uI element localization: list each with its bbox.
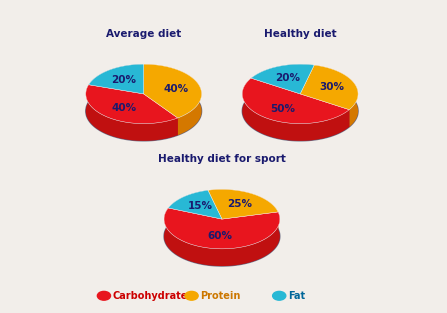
- Polygon shape: [208, 189, 278, 229]
- Polygon shape: [222, 212, 278, 236]
- Text: Carbohydrates: Carbohydrates: [112, 291, 194, 301]
- Polygon shape: [300, 94, 349, 127]
- Polygon shape: [300, 65, 314, 111]
- Ellipse shape: [185, 291, 198, 300]
- Polygon shape: [300, 65, 358, 110]
- Polygon shape: [86, 85, 178, 124]
- Ellipse shape: [97, 291, 110, 300]
- Text: 40%: 40%: [163, 84, 188, 94]
- Polygon shape: [86, 85, 178, 141]
- Text: Fat: Fat: [288, 291, 305, 301]
- Polygon shape: [208, 190, 222, 236]
- Polygon shape: [300, 94, 349, 127]
- Text: 30%: 30%: [319, 82, 344, 92]
- Text: 15%: 15%: [187, 201, 212, 211]
- Polygon shape: [164, 208, 280, 266]
- Polygon shape: [251, 78, 300, 111]
- Polygon shape: [164, 208, 280, 249]
- Text: 50%: 50%: [270, 104, 295, 114]
- Polygon shape: [251, 64, 314, 95]
- Polygon shape: [208, 190, 222, 236]
- Text: 60%: 60%: [207, 231, 232, 241]
- Text: Healthy diet for sport: Healthy diet for sport: [158, 154, 286, 164]
- Polygon shape: [168, 190, 208, 225]
- Polygon shape: [143, 94, 178, 135]
- Text: 25%: 25%: [227, 199, 252, 209]
- Polygon shape: [86, 81, 202, 141]
- Polygon shape: [143, 64, 202, 135]
- Text: 40%: 40%: [111, 103, 136, 113]
- Polygon shape: [89, 64, 143, 94]
- Polygon shape: [168, 208, 222, 236]
- Polygon shape: [208, 189, 278, 219]
- Polygon shape: [242, 81, 358, 141]
- Polygon shape: [168, 208, 222, 236]
- Polygon shape: [251, 64, 314, 94]
- Text: Average diet: Average diet: [106, 29, 181, 39]
- Polygon shape: [168, 190, 222, 219]
- Text: 20%: 20%: [111, 75, 136, 85]
- Polygon shape: [89, 85, 143, 111]
- Polygon shape: [89, 85, 143, 111]
- Text: 20%: 20%: [275, 73, 300, 83]
- Polygon shape: [164, 207, 280, 266]
- Polygon shape: [300, 65, 314, 111]
- Ellipse shape: [273, 291, 286, 300]
- Polygon shape: [89, 64, 143, 102]
- Polygon shape: [251, 78, 300, 111]
- Polygon shape: [143, 94, 178, 135]
- Polygon shape: [242, 78, 349, 124]
- Polygon shape: [143, 64, 202, 118]
- Text: Healthy diet: Healthy diet: [264, 29, 337, 39]
- Polygon shape: [242, 78, 349, 141]
- Polygon shape: [314, 65, 358, 127]
- Text: Protein: Protein: [200, 291, 240, 301]
- Polygon shape: [222, 212, 278, 236]
